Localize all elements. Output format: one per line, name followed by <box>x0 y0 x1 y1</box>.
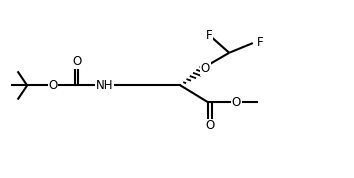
Text: O: O <box>201 62 210 75</box>
Text: F: F <box>257 36 263 49</box>
Text: F: F <box>205 29 212 42</box>
Text: O: O <box>72 56 81 69</box>
Text: NH: NH <box>96 79 114 92</box>
Text: O: O <box>205 119 215 132</box>
Text: O: O <box>232 96 241 109</box>
Text: O: O <box>48 79 57 92</box>
